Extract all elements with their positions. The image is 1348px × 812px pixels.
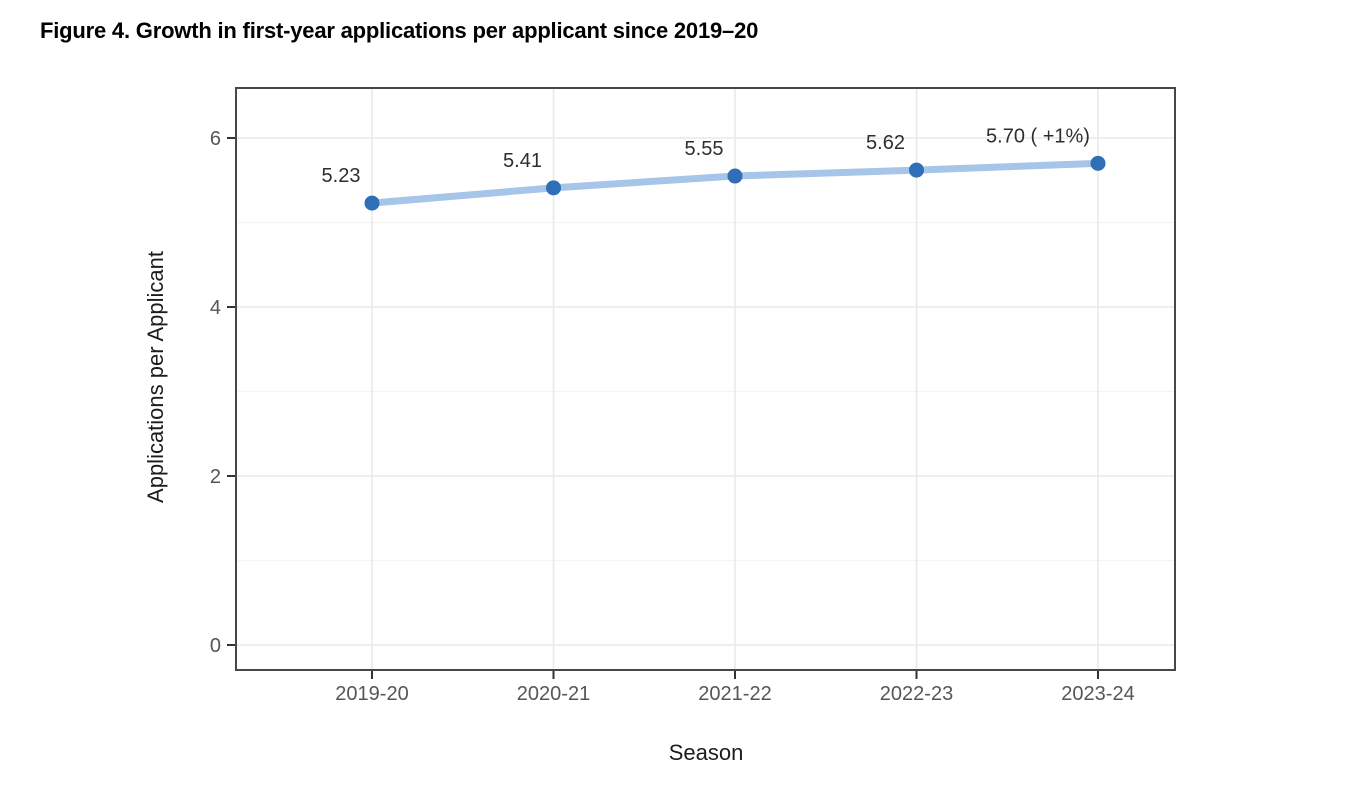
data-point: [727, 168, 743, 184]
plot-panel-border: [235, 87, 1176, 671]
data-point-label: 5.62: [866, 132, 905, 154]
figure-title: Figure 4. Growth in first-year applicati…: [40, 18, 759, 43]
y-tick-label: 6: [210, 128, 221, 150]
y-tick-label: 2: [210, 466, 221, 488]
y-axis-title: Applications per Applicant: [143, 251, 168, 503]
data-point-label: 5.23: [322, 165, 361, 187]
data-labels: 5.23 5.41 5.55 5.62 5.70 ( +1%): [322, 125, 1090, 187]
data-point: [909, 162, 924, 178]
data-point: [546, 180, 561, 196]
axis-ticks: 0 2 4 6 2019-20 2020-21 2021-22 2022-23 2023-24: [210, 128, 1135, 705]
data-point-label: 5.55: [685, 138, 724, 160]
y-tick-label: 0: [210, 635, 221, 657]
x-tick-label: 2020-21: [517, 683, 590, 705]
x-tick-label: 2019-20: [335, 683, 408, 705]
data-point-label: 5.70 ( +1%): [986, 125, 1090, 147]
data-point: [364, 195, 380, 211]
x-tick-label: 2021-22: [698, 683, 771, 705]
y-tick-label: 4: [210, 297, 221, 319]
x-tick-label: 2022-23: [880, 683, 953, 705]
data-series: [364, 155, 1106, 211]
x-tick-label: 2023-24: [1061, 683, 1134, 705]
data-point: [1090, 155, 1106, 171]
data-point-label: 5.41: [503, 150, 542, 172]
x-axis-title: Season: [669, 740, 744, 765]
